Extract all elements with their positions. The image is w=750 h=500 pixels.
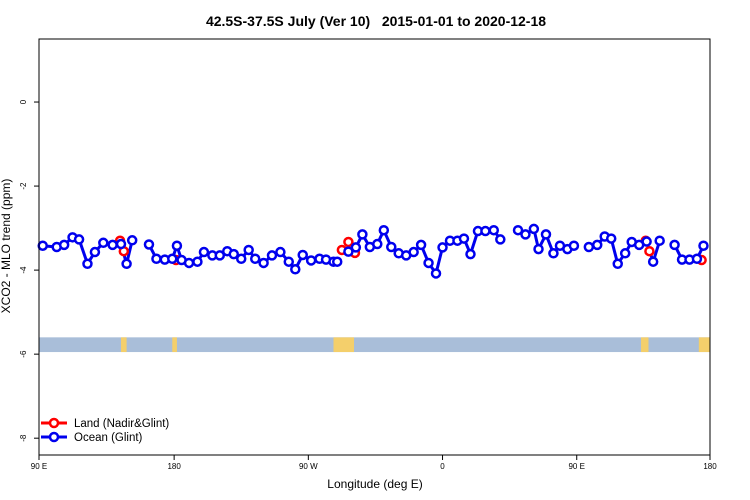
ocean-point bbox=[480, 225, 491, 237]
ocean-point bbox=[423, 257, 434, 269]
ocean-point bbox=[89, 246, 101, 258]
ocean-strip bbox=[39, 337, 710, 353]
ocean-point bbox=[488, 224, 500, 236]
ocean-point bbox=[290, 264, 301, 275]
legend-land-label: Land (Nadir&Glint) bbox=[74, 418, 169, 430]
ocean-point bbox=[331, 256, 343, 267]
ocean-point bbox=[691, 253, 703, 265]
ocean-point bbox=[82, 258, 93, 270]
ocean-point bbox=[275, 246, 286, 258]
ocean-point bbox=[408, 246, 419, 258]
ocean-point bbox=[520, 229, 531, 240]
ocean-point bbox=[430, 268, 442, 279]
ocean-point bbox=[121, 258, 132, 270]
ocean-point bbox=[415, 239, 427, 251]
land-span bbox=[172, 337, 177, 353]
ocean-point bbox=[583, 241, 595, 253]
ocean-point bbox=[540, 229, 552, 240]
series-layer bbox=[37, 223, 709, 279]
ocean-point bbox=[591, 239, 603, 251]
ocean-point bbox=[437, 242, 448, 253]
ocean-point bbox=[167, 253, 178, 265]
ocean-point bbox=[372, 238, 383, 250]
ocean-point bbox=[305, 255, 317, 266]
ocean-point bbox=[283, 256, 295, 267]
ocean-point bbox=[98, 237, 109, 249]
land-mask-bar bbox=[39, 337, 710, 353]
ocean-point bbox=[654, 235, 665, 246]
ocean-point bbox=[243, 244, 254, 256]
ocean-point bbox=[612, 258, 623, 270]
ocean-point bbox=[605, 233, 617, 244]
y-tick-label: -4 bbox=[19, 266, 28, 274]
y-tick-label: -8 bbox=[19, 434, 28, 442]
y-tick-label: 0 bbox=[19, 99, 28, 104]
ocean-point bbox=[641, 236, 652, 247]
land-span bbox=[698, 337, 710, 353]
ocean-point bbox=[198, 246, 210, 258]
ocean-point bbox=[192, 256, 203, 267]
ocean-point bbox=[647, 256, 659, 267]
x-axis-label: Longitude (deg E) bbox=[327, 477, 422, 491]
land-point bbox=[343, 236, 354, 248]
land-span bbox=[641, 337, 649, 353]
y-tick-label: -2 bbox=[19, 182, 28, 190]
ocean-point bbox=[458, 233, 470, 244]
ocean-point bbox=[58, 239, 70, 251]
ocean-point bbox=[465, 248, 476, 260]
ocean-point bbox=[669, 239, 680, 251]
ocean-point bbox=[171, 240, 183, 251]
ocean-point bbox=[266, 250, 278, 261]
ocean-point bbox=[126, 235, 138, 246]
x-tick-label: 0 bbox=[440, 462, 445, 471]
x-tick-label: 90 E bbox=[568, 462, 584, 471]
ocean-point bbox=[151, 253, 162, 265]
ocean-point bbox=[115, 238, 127, 250]
ocean-point bbox=[357, 229, 368, 240]
y-tick-label: -6 bbox=[19, 350, 28, 358]
ocean-point bbox=[495, 234, 506, 245]
ocean-point bbox=[512, 224, 524, 236]
ocean-point bbox=[533, 243, 544, 255]
ocean-point bbox=[568, 240, 580, 251]
ocean-point bbox=[698, 240, 709, 251]
ocean-point bbox=[297, 249, 308, 261]
ocean-point bbox=[37, 240, 48, 251]
land-span bbox=[333, 337, 354, 353]
ocean-point bbox=[107, 239, 118, 251]
legend-ocean-label: Ocean (Glint) bbox=[74, 432, 143, 444]
legend-land-marker bbox=[48, 417, 60, 429]
ocean-point bbox=[528, 223, 540, 235]
land-point bbox=[644, 245, 655, 257]
ocean-point bbox=[378, 224, 390, 236]
land-span bbox=[121, 337, 127, 353]
y-axis-label: XCO2 - MLO trend (ppm) bbox=[0, 179, 13, 314]
ocean-point bbox=[386, 241, 397, 253]
ocean-point bbox=[258, 257, 269, 269]
x-tick-label: 90 W bbox=[299, 462, 318, 471]
chart-title: 42.5S-37.5S July (Ver 10) 2015-01-01 to … bbox=[206, 13, 546, 29]
axes: 90 E 180 90 W 0 90 E 180 0 -2 -4 -6 -8 bbox=[19, 99, 717, 471]
x-tick-label: 180 bbox=[167, 462, 181, 471]
x-tick-label: 180 bbox=[703, 462, 717, 471]
ocean-point bbox=[214, 250, 226, 261]
ocean-point bbox=[548, 248, 559, 259]
ocean-point bbox=[235, 253, 247, 265]
ocean-point bbox=[249, 253, 261, 265]
legend: Land (Nadir&Glint) Ocean (Glint) bbox=[41, 417, 169, 444]
ocean-point bbox=[228, 248, 240, 260]
ocean-point bbox=[619, 248, 631, 259]
plot-frame bbox=[38, 38, 711, 456]
ocean-point bbox=[350, 242, 362, 253]
legend-ocean-marker bbox=[48, 431, 60, 443]
x-tick-label: 90 E bbox=[31, 462, 47, 471]
ocean-point bbox=[343, 246, 354, 257]
ocean-point bbox=[143, 239, 155, 250]
ocean-point bbox=[73, 234, 85, 245]
ocean-point bbox=[183, 257, 195, 269]
